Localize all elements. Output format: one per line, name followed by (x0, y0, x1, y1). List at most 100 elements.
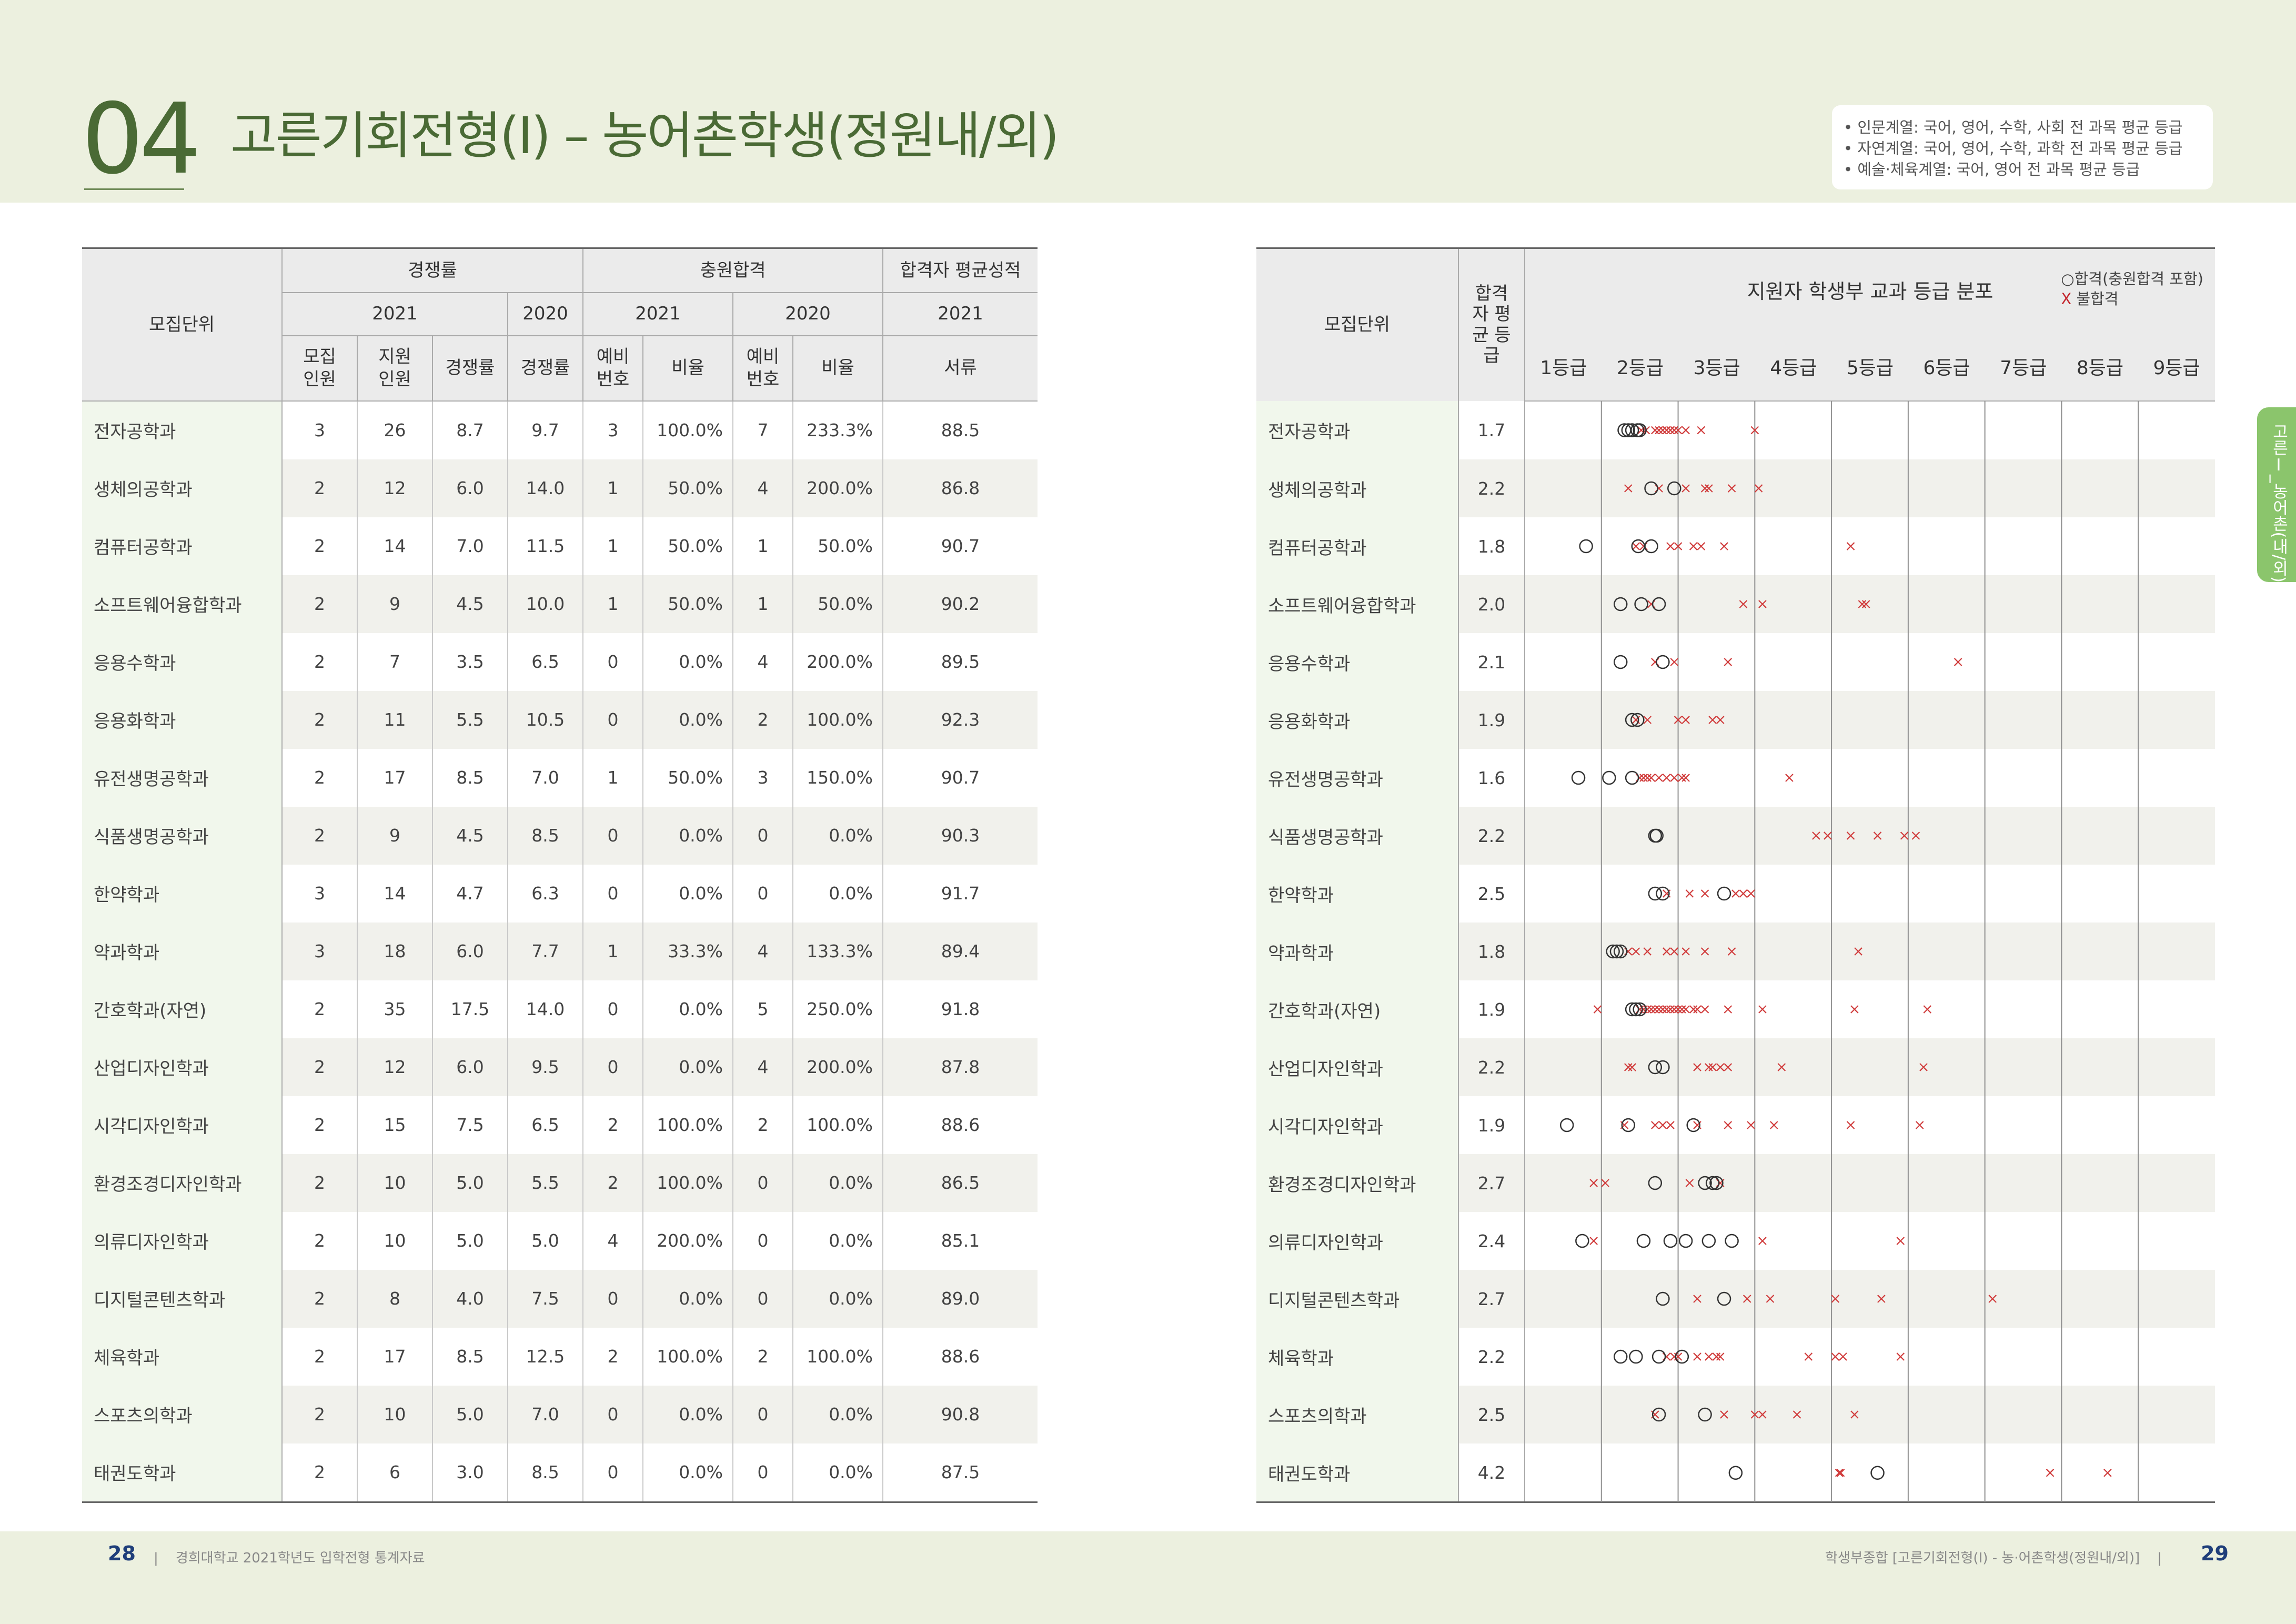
header-competition: 경쟁률 (281, 247, 584, 293)
fail-marker (1670, 947, 1679, 956)
table-row: 한약학과 2.5 (1256, 865, 2215, 923)
header-add-2020: 2020 (732, 292, 884, 336)
cell-ratio2020: 100.0% (792, 690, 883, 749)
avg-grade: 1.9 (1458, 691, 1525, 749)
fail-marker (1674, 426, 1683, 435)
legend-fail-label: 불합격 (2071, 290, 2119, 308)
cell-ratio2020: 150.0% (792, 748, 883, 807)
cell-ratio2020: 0.0% (792, 1269, 883, 1328)
pass-marker (1559, 1118, 1574, 1132)
cell-ratio2021: 0.0% (642, 864, 733, 923)
unit-name: 환경조경디자인학과 (82, 1154, 282, 1212)
unit-name: 스포츠의학과 (82, 1385, 282, 1443)
table-row: 식품생명공학과 2 9 4.5 8.5 0 0.0% 0 0.0% 90.3 (82, 806, 1038, 865)
cell-rate2020: 7.0 (507, 1385, 583, 1443)
fail-marker (1655, 774, 1663, 782)
chart-title-cell: 지원자 학생부 교과 등급 분포 ○합격(충원합격 포함) X 불합격 (1524, 248, 2215, 335)
pass-marker (1644, 481, 1658, 496)
section-side-tab[interactable]: 고른Ⅰ_농어촌(내/외) (2257, 407, 2296, 583)
fail-marker (1915, 1121, 1924, 1129)
fail-marker (1873, 831, 1882, 840)
table-row: 약과학과 3 18 6.0 7.7 1 33.3% 4 133.3% 89.4 (82, 922, 1038, 980)
fail-marker (1670, 1005, 1679, 1014)
unit-name: 식품생명공학과 (1256, 807, 1458, 865)
cell-res2020: 4 (732, 922, 793, 980)
header-avg-score: 합격자 평균성적 (882, 247, 1038, 293)
pass-marker (1725, 1234, 1739, 1248)
pass-marker (1678, 1234, 1693, 1248)
cell-rate2020: 7.5 (507, 1269, 583, 1328)
cell-rate2021: 5.0 (432, 1154, 508, 1212)
pass-marker (1644, 539, 1658, 554)
fail-marker (1700, 889, 1709, 898)
unit-name: 스포츠의학과 (1256, 1386, 1458, 1443)
cell-rate2020: 14.0 (507, 980, 583, 1038)
fail-marker (1589, 1179, 1598, 1187)
cell-res2020: 7 (732, 400, 793, 459)
cell-rate2021: 6.0 (432, 922, 508, 980)
cell-ratio2020: 233.3% (792, 400, 883, 459)
distribution-cell (1524, 575, 2215, 633)
avg-grade: 4.2 (1458, 1443, 1525, 1502)
avg-grade: 2.7 (1458, 1270, 1525, 1328)
fail-marker (1758, 1005, 1767, 1014)
avg-grade: 2.2 (1458, 1038, 1525, 1096)
cell-res2021: 2 (582, 1327, 643, 1386)
cell-rate2021: 5.0 (432, 1385, 508, 1443)
cell-rate2021: 8.7 (432, 400, 508, 459)
pass-marker (1636, 1234, 1651, 1248)
header-quota: 모집 인원 (282, 335, 358, 402)
pass-marker (1625, 423, 1639, 437)
cell-res2021: 2 (582, 1096, 643, 1154)
fail-marker (1896, 1352, 1905, 1361)
cell-rate2021: 3.0 (432, 1443, 508, 1502)
cell-quota: 2 (281, 575, 357, 633)
grade-label: 2등급 (1616, 357, 1664, 379)
cell-ratio2021: 0.0% (642, 806, 733, 865)
cell-res2020: 1 (732, 575, 793, 633)
right-footer-text: 학생부종합 [고른기회전형(Ⅰ) - 농·어촌학생(정원내/외)] | (1825, 1550, 2162, 1566)
fail-marker (1785, 774, 1794, 782)
pass-marker (1649, 828, 1664, 843)
pass-marker (1648, 1176, 1663, 1190)
cell-quota: 3 (281, 400, 357, 459)
cell-score: 86.8 (882, 459, 1038, 517)
cell-res2021: 1 (582, 459, 643, 517)
fail-marker (1681, 774, 1690, 782)
table-row: 산업디자인학과 2.2 (1256, 1038, 2215, 1096)
cell-applicants: 12 (357, 459, 432, 517)
header-reserve-2020: 예비 번호 (732, 335, 794, 402)
unit-name: 산업디자인학과 (82, 1038, 282, 1096)
cell-rate2020: 12.5 (507, 1327, 583, 1386)
fail-marker (1670, 426, 1679, 435)
fail-marker (1651, 1121, 1659, 1129)
fail-marker (1724, 1063, 1733, 1071)
avg-grade: 2.2 (1458, 807, 1525, 865)
cell-ratio2020: 200.0% (792, 1038, 883, 1096)
cell-ratio2020: 50.0% (792, 575, 883, 633)
distribution-cell (1524, 865, 2215, 923)
cell-rate2021: 4.7 (432, 864, 508, 923)
cell-score: 87.5 (882, 1443, 1038, 1502)
left-page-number: 28 (108, 1542, 136, 1565)
header-add-2021: 2021 (582, 292, 734, 336)
fail-marker (2046, 1468, 2055, 1477)
cell-score: 85.1 (882, 1211, 1038, 1270)
cell-applicants: 15 (357, 1096, 432, 1154)
header-comp-2020: 2020 (507, 292, 584, 336)
fail-marker (1919, 1063, 1928, 1071)
fail-marker (1624, 1063, 1633, 1071)
pass-marker (1579, 539, 1593, 554)
cell-applicants: 9 (357, 806, 432, 865)
fail-marker (1824, 831, 1832, 840)
cell-ratio2021: 33.3% (642, 922, 733, 980)
distribution-cell (1524, 1096, 2215, 1154)
table-row: 간호학과(자연) 1.9 (1256, 980, 2215, 1038)
pass-marker (1629, 1349, 1643, 1364)
unit-name: 전자공학과 (1256, 401, 1458, 459)
cell-quota: 2 (281, 1327, 357, 1386)
cell-quota: 3 (281, 922, 357, 980)
fail-marker (1850, 1005, 1859, 1014)
fail-marker (1681, 1005, 1690, 1014)
cell-res2020: 0 (732, 1385, 793, 1443)
